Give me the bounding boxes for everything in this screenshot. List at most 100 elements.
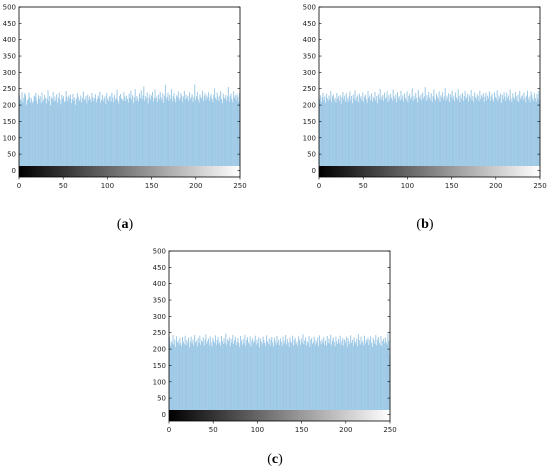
histogram-bar (371, 101, 373, 171)
histogram-bar (58, 92, 60, 171)
histogram-bar (337, 343, 339, 415)
histogram-bar (514, 92, 516, 171)
histogram-bar (247, 337, 249, 415)
histogram-bar (429, 97, 431, 171)
histogram-bar (345, 93, 347, 171)
histogram-bar (372, 96, 374, 171)
y-tick-label: 300 (303, 69, 316, 77)
histogram-bar (381, 346, 383, 415)
histogram-bar (76, 93, 78, 171)
histogram-bar (473, 102, 475, 171)
histogram-bar (460, 94, 462, 171)
histogram-bar (491, 93, 493, 171)
histogram-bar (442, 92, 444, 171)
grayscale-colorbar (19, 166, 240, 177)
histogram-bar (455, 97, 457, 171)
histogram-bar (21, 92, 23, 171)
histogram-bar (162, 93, 164, 171)
histogram-bar (230, 93, 232, 171)
histogram-bar (351, 95, 353, 171)
caption-letter: b (421, 217, 429, 232)
histogram-bar (59, 99, 61, 171)
histogram-bar (226, 100, 228, 171)
histogram-bar (156, 96, 158, 171)
histogram-bar (253, 342, 255, 415)
histogram-bar (157, 94, 159, 171)
histogram-bar (452, 99, 454, 171)
x-tick-label: 0 (317, 182, 321, 190)
histogram-bar (147, 103, 149, 171)
histogram-bar (325, 340, 327, 415)
histogram-bar (374, 92, 376, 171)
histogram-bar (74, 97, 76, 171)
histogram-bar (214, 88, 216, 171)
histogram-bar (223, 338, 225, 415)
histogram-bar (163, 102, 165, 171)
histogram-bar (437, 98, 439, 171)
histogram-bar (173, 344, 175, 415)
histogram-bar (107, 100, 109, 171)
histogram-bar (116, 89, 118, 171)
y-tick-label: 150 (3, 118, 16, 126)
y-tick-label: 350 (3, 53, 16, 61)
histogram-bar (89, 98, 91, 171)
histogram-bar (234, 336, 236, 415)
histogram-bar (229, 95, 231, 171)
histogram-bar (353, 98, 355, 171)
x-tick-label: 200 (339, 426, 352, 434)
histogram-bar (295, 343, 297, 415)
histogram-bar (340, 344, 342, 415)
histogram-bar (193, 97, 195, 171)
histogram-bar (227, 87, 229, 171)
histogram-bar (476, 94, 478, 171)
histogram-bar (286, 339, 288, 415)
histogram-bar (154, 89, 156, 171)
histogram-bar (439, 101, 441, 171)
histogram-bar (528, 96, 530, 171)
histogram-bar (203, 95, 205, 171)
histogram-bar (43, 99, 45, 171)
histogram-bar (423, 98, 425, 171)
histogram-bar (406, 91, 408, 171)
histogram-bar (332, 94, 334, 171)
histogram-bar (218, 101, 220, 171)
histogram-bar (281, 346, 283, 415)
histogram-bar (188, 347, 190, 415)
histogram-bar (389, 99, 391, 171)
histogram-bar (464, 91, 466, 171)
histogram-bar (228, 101, 230, 171)
histogram-bar (221, 99, 223, 171)
histogram-bar (444, 88, 446, 171)
histogram-bar (353, 337, 355, 415)
histogram-bar (197, 337, 199, 415)
histogram-bar (217, 336, 219, 415)
histogram-bar (212, 337, 214, 415)
histogram-bar (451, 90, 453, 171)
histogram-bar (233, 91, 235, 171)
histogram-bar (417, 90, 419, 171)
histogram-bar (36, 100, 38, 171)
histogram-bar (95, 102, 97, 171)
histogram-bar (427, 99, 429, 171)
histogram-bar (501, 102, 503, 171)
histogram-bar (455, 92, 457, 171)
histogram-bar (215, 344, 217, 415)
histogram-bar (37, 95, 39, 171)
histogram-bar (182, 101, 184, 171)
y-tick-label: 50 (7, 151, 16, 159)
histogram-bar (232, 335, 234, 415)
histogram-bar (77, 96, 79, 171)
histogram-bar (450, 96, 452, 171)
x-tick-label: 150 (445, 182, 458, 190)
histogram-bar (283, 343, 285, 415)
histogram-bar (349, 91, 351, 171)
y-tick-label: 50 (157, 395, 166, 403)
histogram-bar (323, 336, 325, 415)
histogram-bar (240, 340, 242, 415)
histogram-bar (230, 338, 232, 415)
histogram-bar (214, 335, 216, 415)
histogram-bar (22, 102, 24, 171)
histogram-bar (57, 97, 59, 171)
histogram-bar (325, 345, 327, 415)
histogram-bar (292, 335, 294, 415)
